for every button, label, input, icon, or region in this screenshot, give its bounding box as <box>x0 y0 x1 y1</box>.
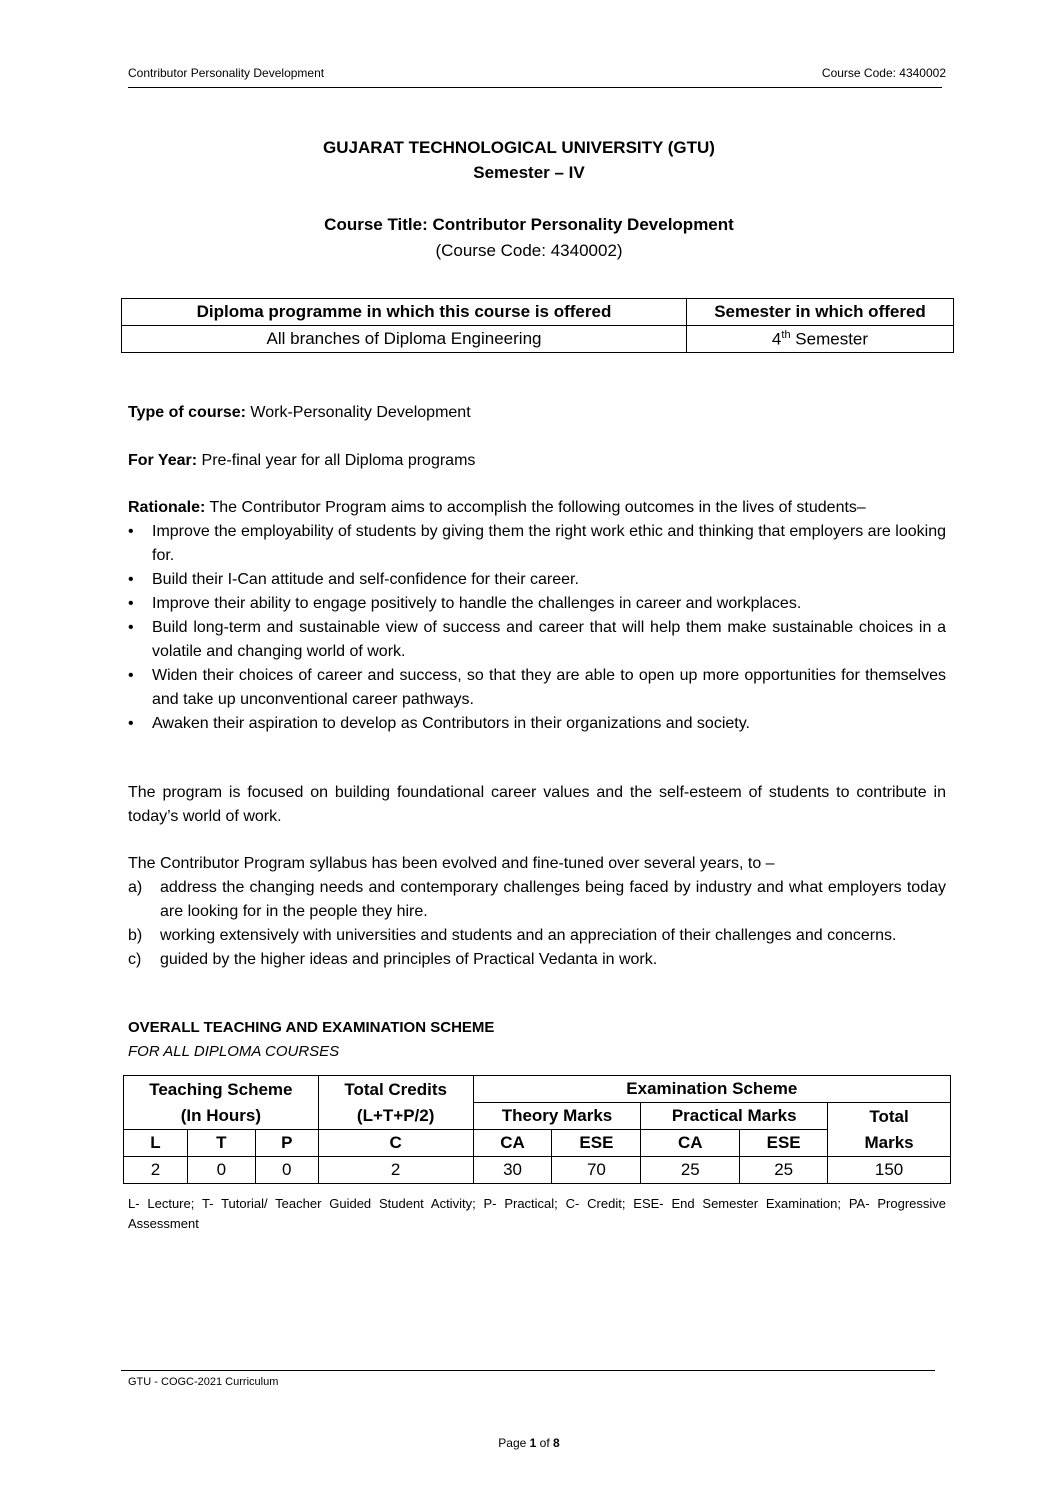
syllabus-item: c) guided by the higher ideas and princip… <box>128 951 658 968</box>
header-semester: Semester in which offered <box>686 298 954 326</box>
rationale-bullet: • Improve the employability of students b… <box>128 520 946 568</box>
value-c: 2 <box>317 1156 474 1184</box>
scheme-note: L- Lecture; T- Tutorial/ Teacher Guided … <box>128 1196 946 1231</box>
value-theory-ca: 30 <box>472 1156 553 1184</box>
bullet-mark: • <box>128 571 134 588</box>
value-practical-ese: 25 <box>739 1156 829 1184</box>
col-p: P <box>254 1129 319 1157</box>
credits-header: Total Credits (L+T+P/2) <box>317 1075 474 1130</box>
rationale-bullet: • Improve their ability to engage positiv… <box>128 592 946 616</box>
theory-marks-header: Theory Marks <box>472 1102 642 1130</box>
col-practical-ese: ESE <box>739 1129 829 1157</box>
offering-table: Diploma programme in which this course i… <box>121 298 954 353</box>
col-practical-ca: CA <box>640 1129 741 1157</box>
bullet-mark: • <box>128 715 134 732</box>
value-l: 2 <box>123 1156 188 1184</box>
scheme-table: Teaching Scheme (In Hours) Total Credits(… <box>123 1075 952 1184</box>
value-p: 0 <box>254 1156 319 1184</box>
value-practical-ca: 25 <box>640 1156 741 1184</box>
value-total: 150 <box>827 1156 951 1184</box>
rationale-section: Rationale: The Contributor Program aims … <box>128 496 946 736</box>
col-theory-ese: ESE <box>551 1129 642 1157</box>
semester-value: 4th Semester <box>686 325 954 353</box>
col-l: L <box>123 1129 188 1157</box>
course-title: Course Title: Contributor Personality De… <box>324 215 734 234</box>
header-programme: Diploma programme in which this course i… <box>121 298 687 326</box>
col-c: C <box>317 1129 474 1157</box>
rationale-bullet: • Awaken their aspiration to develop as C… <box>128 712 946 736</box>
university-title: GUJARAT TECHNOLOGICAL UNIVERSITY (GTU) <box>323 138 715 157</box>
rationale-bullet: • Widen their choices of career and succe… <box>128 664 946 712</box>
scheme-subheading: FOR ALL DIPLOMA COURSES <box>128 1043 340 1060</box>
footer-divider <box>121 1370 935 1371</box>
header-course-name: Contributor Personality Development <box>128 66 325 80</box>
type-of-course: Type of course: Work-Personality Develop… <box>128 404 471 421</box>
bullet-mark: • <box>128 667 134 684</box>
scheme-heading: OVERALL TEACHING AND EXAMINATION SCHEME <box>128 1019 495 1036</box>
col-t: T <box>186 1129 256 1157</box>
footer-curriculum: GTU - COGC-2021 Curriculum <box>128 1376 279 1388</box>
rationale-bullet: • Build long-term and sustainable view of… <box>128 616 946 664</box>
teaching-scheme-header: Teaching Scheme (In Hours) <box>123 1075 319 1130</box>
bullet-mark: • <box>128 595 134 612</box>
semester-title: Semester – IV <box>473 163 585 182</box>
practical-marks-header: Practical Marks <box>640 1102 829 1130</box>
value-theory-ese: 70 <box>551 1156 642 1184</box>
col-theory-ca: CA <box>472 1129 553 1157</box>
for-year: For Year: Pre-final year for all Diploma… <box>128 452 476 469</box>
page-number: Page 1 of 8 <box>498 1436 560 1450</box>
programme-value: All branches of Diploma Engineering <box>121 325 687 353</box>
header-course-code: Course Code: 4340002 <box>821 66 946 80</box>
exam-scheme-header: Examination Scheme <box>472 1075 952 1103</box>
program-paragraph: The program is focused on building found… <box>128 784 946 825</box>
course-code: (Course Code: 4340002) <box>435 241 623 260</box>
bullet-mark: • <box>128 523 134 540</box>
total-marks-header: Total Marks <box>827 1102 951 1157</box>
syllabus-section: The Contributor Program syllabus has bee… <box>128 852 946 972</box>
syllabus-item: b) working extensively with universities … <box>128 927 897 944</box>
value-t: 0 <box>186 1156 256 1184</box>
syllabus-item: a) address the changing needs and contemp… <box>128 879 946 920</box>
bullet-mark: • <box>128 619 134 636</box>
rationale-bullet: • Build their I-Can attitude and self-con… <box>128 568 946 592</box>
header-divider <box>128 87 942 88</box>
